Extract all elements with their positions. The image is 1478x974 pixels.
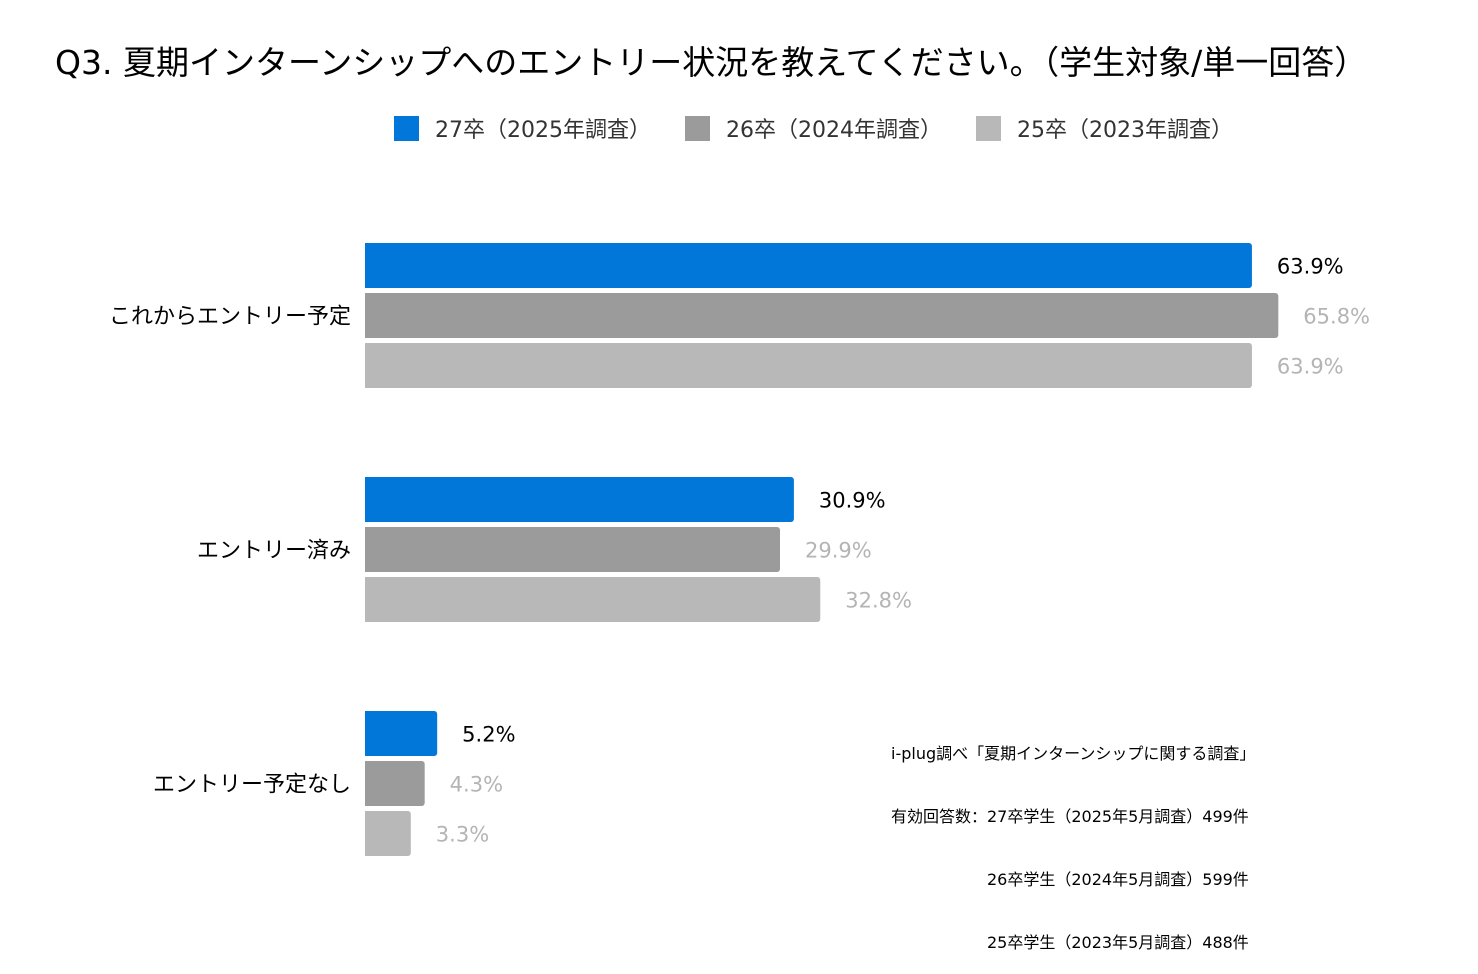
chart-legend: 27卒（2025年調査） 26卒（2024年調査） 25卒（2023年調査） [394,112,1267,144]
legend-item: 26卒（2024年調査） [684,112,942,144]
bar-edge [365,293,369,338]
legend-swatch [684,115,710,141]
bar [365,527,781,572]
source-note-line: 26卒学生（2024年5月調査）599件 [891,870,1249,889]
category-label: これからエントリー予定 [109,305,351,330]
bar-edge [365,761,369,806]
data-label: 63.9% [1277,355,1344,379]
legend-swatch [975,115,1001,141]
source-note-line: 有効回答数：27卒学生（2025年5月調査）499件 [891,807,1249,826]
data-label: 4.3% [450,773,503,797]
bar-edge [365,343,369,388]
source-note-line: i-plug調べ「夏期インターンシップに関する調査」 [891,744,1256,763]
bar [365,577,821,622]
data-label: 63.9% [1277,255,1344,279]
bar-chart: これからエントリー予定 63.9% 65.8% 63.9% エントリー済み 30.9% 29… [109,243,1370,856]
bar [365,293,1279,338]
legend-item: 27卒（2025年調査） [394,112,651,144]
bar-edge [365,243,369,288]
bar [365,711,438,756]
category-label: エントリー予定なし [153,773,351,798]
bar [365,761,425,806]
bar-edge [365,527,369,572]
bar-edge [365,811,369,856]
legend-label: 27卒（2025年調査） [435,118,651,143]
data-label: 30.9% [819,489,886,513]
source-note: i-plug調べ「夏期インターンシップに関する調査」 有効回答数：27卒学生（2… [891,701,1255,974]
bar-edge [365,577,369,622]
data-label: 65.8% [1303,305,1370,329]
bar [365,343,1252,388]
bar [365,811,411,856]
category-label: エントリー済み [197,539,351,564]
bar [365,477,794,522]
bar-edge [365,711,369,756]
bar [365,243,1252,288]
legend-label: 25卒（2023年調査） [1016,118,1233,143]
data-label: 3.3% [436,823,489,847]
legend-swatch [394,115,419,141]
source-note-line: 25卒学生（2023年5月調査）488件 [891,933,1249,952]
chart-title: Q3. 夏期インターンシップへのエントリー状況を教えてください。（学生対象/単一… [55,43,1368,82]
data-label: 32.8% [845,589,912,613]
bar-edge [365,477,369,522]
data-label: 5.2% [462,723,515,747]
legend-label: 26卒（2024年調査） [725,118,942,143]
data-label: 29.9% [805,539,872,563]
legend-item: 25卒（2023年調査） [975,112,1233,144]
